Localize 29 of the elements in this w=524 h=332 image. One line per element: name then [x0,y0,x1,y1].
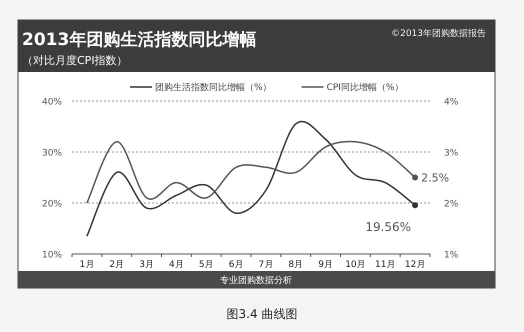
y-tick-label: 40% [42,98,62,108]
x-tick-label: 7月 [258,260,274,270]
x-tick-label: 4月 [169,260,184,270]
data-label: 2.5% [421,172,450,184]
legend-label: CPI同比增幅（%） [326,82,404,93]
x-tick-label: 3月 [139,260,154,270]
y2-tick-label: 1% [444,250,459,260]
x-tick-label: 9月 [318,260,333,270]
x-tick-label: 10月 [345,260,366,270]
y2-tick-label: 2% [444,200,459,210]
x-tick-label: 2月 [109,260,124,270]
y-tick-label: 30% [42,148,62,158]
x-tick-label: 12月 [404,260,426,270]
y2-tick-label: 3% [444,148,459,158]
legend-label: 团购生活指数同比增幅（%） [155,82,272,93]
y-tick-label: 10% [42,250,62,260]
x-tick-label: 1月 [80,260,94,270]
text: ©2013年团购数据报告 [391,28,486,39]
chart-subtitle: （对比月度CPI指数） [22,54,128,67]
x-tick-label: 6月 [228,260,244,270]
text: 专业团购数据分析 [220,275,292,286]
x-tick-label: 5月 [198,260,214,270]
data-label: 19.56% [365,220,412,234]
chart-title: 2013年团购生活指数同比增幅 [22,30,256,50]
x-tick-label: 8月 [288,260,304,270]
y-tick-label: 20% [42,200,62,210]
x-tick-label: 11月 [375,260,396,270]
y2-tick-label: 4% [444,98,459,108]
caption: 图3.4 曲线图 [226,307,298,321]
